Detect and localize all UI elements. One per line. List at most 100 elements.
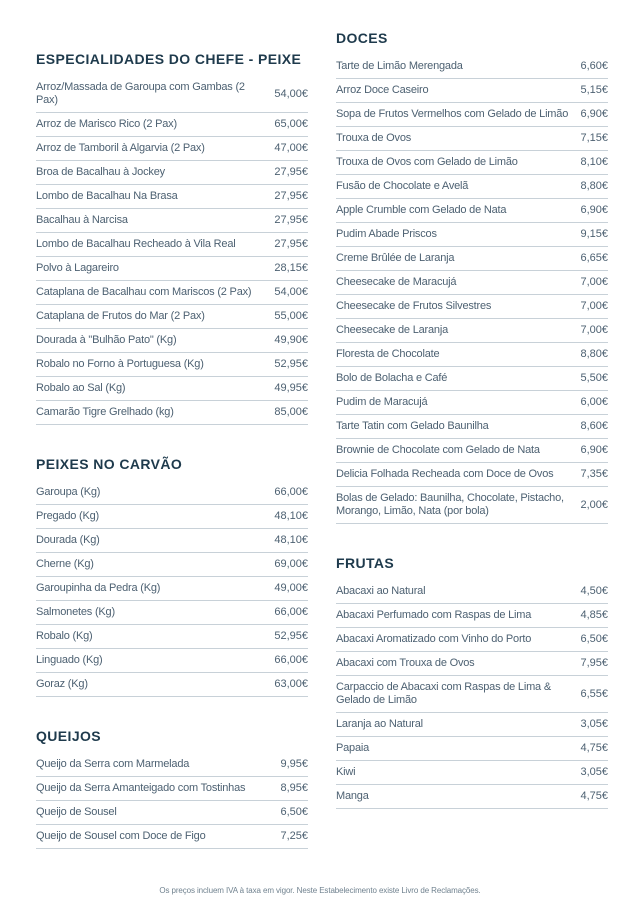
menu-item-row: Queijo de Sousel com Doce de Figo 7,25€: [36, 825, 308, 849]
menu-item-row: Polvo à Lagareiro 28,15€: [36, 257, 308, 281]
menu-item-row: Papaia 4,75€: [336, 737, 608, 761]
menu-item-name: Abacaxi Aromatizado com Vinho do Porto: [336, 633, 532, 645]
menu-item-row: Goraz (Kg) 63,00€: [36, 673, 308, 697]
menu-item-name: Trouxa de Ovos com Gelado de Limão: [336, 156, 518, 168]
menu-item-name: Salmonetes (Kg): [36, 606, 115, 618]
menu-item-row: Dourada à "Bulhão Pato" (Kg) 49,90€: [36, 329, 308, 353]
menu-item-name: Cataplana de Frutos do Mar (2 Pax): [36, 310, 205, 322]
menu-item-row: Abacaxi Aromatizado com Vinho do Porto 6,…: [336, 628, 608, 652]
menu-item-name: Queijo de Sousel com Doce de Figo: [36, 830, 206, 842]
menu-item-row: Bolas de Gelado: Baunilha, Chocolate, Pi…: [336, 487, 608, 524]
menu-column-right: DOCES Tarte de Limão Merengada 6,60€ Arroz …: [336, 0, 608, 809]
menu-item-price: 55,00€: [274, 310, 308, 322]
menu-item-price: 66,00€: [274, 486, 308, 498]
menu-item-name: Arroz de Marisco Rico (2 Pax): [36, 118, 177, 130]
menu-item-price: 7,95€: [580, 657, 608, 669]
menu-item-name: Abacaxi com Trouxa de Ovos: [336, 657, 475, 669]
menu-item-name: Creme Brûlée de Laranja: [336, 252, 455, 264]
menu-item-name: Manga: [336, 790, 369, 802]
menu-item-row: Pudim Abade Priscos 9,15€: [336, 223, 608, 247]
menu-item-row: Abacaxi com Trouxa de Ovos 7,95€: [336, 652, 608, 676]
menu-item-name: Bacalhau à Narcisa: [36, 214, 128, 226]
menu-item-name: Bolo de Bolacha e Café: [336, 372, 448, 384]
menu-item-row: Pregado (Kg) 48,10€: [36, 505, 308, 529]
menu-item-row: Pudim de Maracujá 6,00€: [336, 391, 608, 415]
menu-item-price: 7,00€: [580, 300, 608, 312]
menu-item-price: 6,00€: [580, 396, 608, 408]
menu-item-name: Fusão de Chocolate e Avelã: [336, 180, 469, 192]
menu-item-row: Cataplana de Frutos do Mar (2 Pax) 55,00€: [36, 305, 308, 329]
section-title: FRUTAS: [336, 555, 395, 571]
menu-item-row: Arroz/Massada de Garoupa com Gambas (2 P…: [36, 76, 308, 113]
menu-item-row: Manga 4,75€: [336, 785, 608, 809]
menu-item-price: 4,75€: [580, 742, 608, 754]
menu-item-price: 4,50€: [580, 585, 608, 597]
menu-item-name: Cherne (Kg): [36, 558, 94, 570]
menu-section: DOCES Tarte de Limão Merengada 6,60€ Arroz …: [336, 30, 608, 524]
menu-item-row: Robalo ao Sal (Kg) 49,95€: [36, 377, 308, 401]
menu-item-name: Polvo à Lagareiro: [36, 262, 119, 274]
menu-item-name: Arroz/Massada de Garoupa com Gambas (2 P…: [36, 81, 245, 106]
menu-item-name: Pregado (Kg): [36, 510, 100, 522]
menu-item-name: Delicia Folhada Recheada com Doce de Ovo…: [336, 468, 554, 480]
menu-item-row: Abacaxi ao Natural 4,50€: [336, 580, 608, 604]
menu-item-row: Garoupinha da Pedra (Kg) 49,00€: [36, 577, 308, 601]
section-title: DOCES: [336, 30, 388, 46]
menu-item-name: Tarte de Limão Merengada: [336, 60, 463, 72]
menu-item-name: Queijo de Sousel: [36, 806, 117, 818]
menu-item-name: Robalo no Forno à Portuguesa (Kg): [36, 358, 204, 370]
menu-section: QUEIJOS Queijo da Serra com Marmelada 9,95…: [36, 728, 308, 849]
menu-item-name: Garoupinha da Pedra (Kg): [36, 582, 161, 594]
menu-item-price: 54,00€: [274, 286, 308, 298]
menu-item-row: Tarte de Limão Merengada 6,60€: [336, 55, 608, 79]
menu-item-price: 63,00€: [274, 678, 308, 690]
menu-item-name: Kiwi: [336, 766, 356, 778]
menu-item-price: 8,95€: [280, 782, 308, 794]
menu-item-name: Robalo ao Sal (Kg): [36, 382, 126, 394]
menu-item-price: 6,50€: [580, 633, 608, 645]
menu-item-price: 9,95€: [280, 758, 308, 770]
menu-item-name: Linguado (Kg): [36, 654, 103, 666]
menu-item-row: Trouxa de Ovos com Gelado de Limão 8,10€: [336, 151, 608, 175]
menu-item-price: 8,80€: [580, 180, 608, 192]
menu-item-price: 28,15€: [274, 262, 308, 274]
menu-item-row: Trouxa de Ovos 7,15€: [336, 127, 608, 151]
footer-legal-note: Os preços incluem IVA à taxa em vigor. N…: [159, 886, 481, 895]
menu-item-name: Papaia: [336, 742, 370, 754]
menu-item-name: Robalo (Kg): [36, 630, 93, 642]
menu-item-row: Fusão de Chocolate e Avelã 8,80€: [336, 175, 608, 199]
menu-item-price: 9,15€: [580, 228, 608, 240]
menu-item-price: 49,00€: [274, 582, 308, 594]
menu-item-price: 5,15€: [580, 84, 608, 96]
menu-item-price: 4,75€: [580, 790, 608, 802]
menu-item-price: 6,55€: [580, 687, 608, 700]
menu-item-price: 66,00€: [274, 606, 308, 618]
menu-item-price: 4,85€: [580, 609, 608, 621]
menu-item-name: Garoupa (Kg): [36, 486, 101, 498]
menu-item-name: Carpaccio de Abacaxi com Raspas de Lima …: [336, 681, 551, 706]
menu-item-price: 6,60€: [580, 60, 608, 72]
menu-item-row: Apple Crumble com Gelado de Nata 6,90€: [336, 199, 608, 223]
menu-item-price: 49,90€: [274, 334, 308, 346]
menu-item-row: Cheesecake de Laranja 7,00€: [336, 319, 608, 343]
menu-item-row: Bolo de Bolacha e Café 5,50€: [336, 367, 608, 391]
menu-item-price: 6,50€: [280, 806, 308, 818]
menu-item-row: Lombo de Bacalhau Recheado à Vila Real 27…: [36, 233, 308, 257]
menu-section: ESPECIALIDADES DO CHEFE - PEIXE Arroz/Mas…: [36, 51, 308, 425]
menu-column-left: ESPECIALIDADES DO CHEFE - PEIXE Arroz/Mas…: [36, 0, 308, 849]
menu-item-name: Abacaxi Perfumado com Raspas de Lima: [336, 609, 532, 621]
menu-item-row: Abacaxi Perfumado com Raspas de Lima 4,85…: [336, 604, 608, 628]
menu-item-row: Arroz de Tamboril à Algarvia (2 Pax) 47,0…: [36, 137, 308, 161]
menu-item-name: Dourada à "Bulhão Pato" (Kg): [36, 334, 177, 346]
menu-item-name: Sopa de Frutos Vermelhos com Gelado de L…: [336, 108, 569, 120]
menu-item-price: 7,00€: [580, 324, 608, 336]
menu-item-row: Salmonetes (Kg) 66,00€: [36, 601, 308, 625]
menu-columns: ESPECIALIDADES DO CHEFE - PEIXE Arroz/Mas…: [36, 0, 608, 849]
menu-item-price: 3,05€: [580, 766, 608, 778]
menu-item-price: 7,15€: [580, 132, 608, 144]
menu-item-row: Garoupa (Kg) 66,00€: [36, 481, 308, 505]
menu-item-price: 27,95€: [274, 166, 308, 178]
menu-item-price: 27,95€: [274, 214, 308, 226]
menu-item-price: 48,10€: [274, 510, 308, 522]
menu-item-price: 6,90€: [580, 444, 608, 456]
